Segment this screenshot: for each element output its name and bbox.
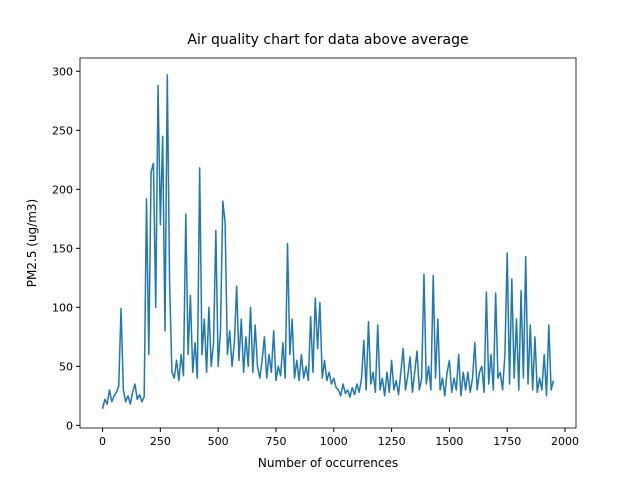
- x-tick-label: 1250: [378, 435, 406, 448]
- x-axis-label: Number of occurrences: [258, 456, 398, 470]
- x-tick-label: 0: [99, 435, 106, 448]
- y-tick-label: 300: [52, 65, 73, 78]
- chart-title: Air quality chart for data above average: [187, 32, 468, 48]
- axes-frame: [79, 57, 577, 429]
- y-tick-label: 100: [52, 301, 73, 314]
- y-tick-label: 150: [52, 242, 73, 255]
- x-tick-label: 1750: [493, 435, 521, 448]
- x-tick-label: 1000: [320, 435, 348, 448]
- y-tick-label: 0: [66, 419, 73, 432]
- x-tick-label: 500: [208, 435, 229, 448]
- y-tick-label: 50: [59, 360, 73, 373]
- x-tick-label: 750: [265, 435, 286, 448]
- x-tick-label: 2000: [551, 435, 579, 448]
- y-axis-label: PM2.5 (ug/m3): [25, 199, 39, 287]
- y-tick-label: 250: [52, 124, 73, 137]
- x-tick-label: 1500: [435, 435, 463, 448]
- y-tick-label: 200: [52, 183, 73, 196]
- data-line: [101, 74, 555, 409]
- x-tick-label: 250: [150, 435, 171, 448]
